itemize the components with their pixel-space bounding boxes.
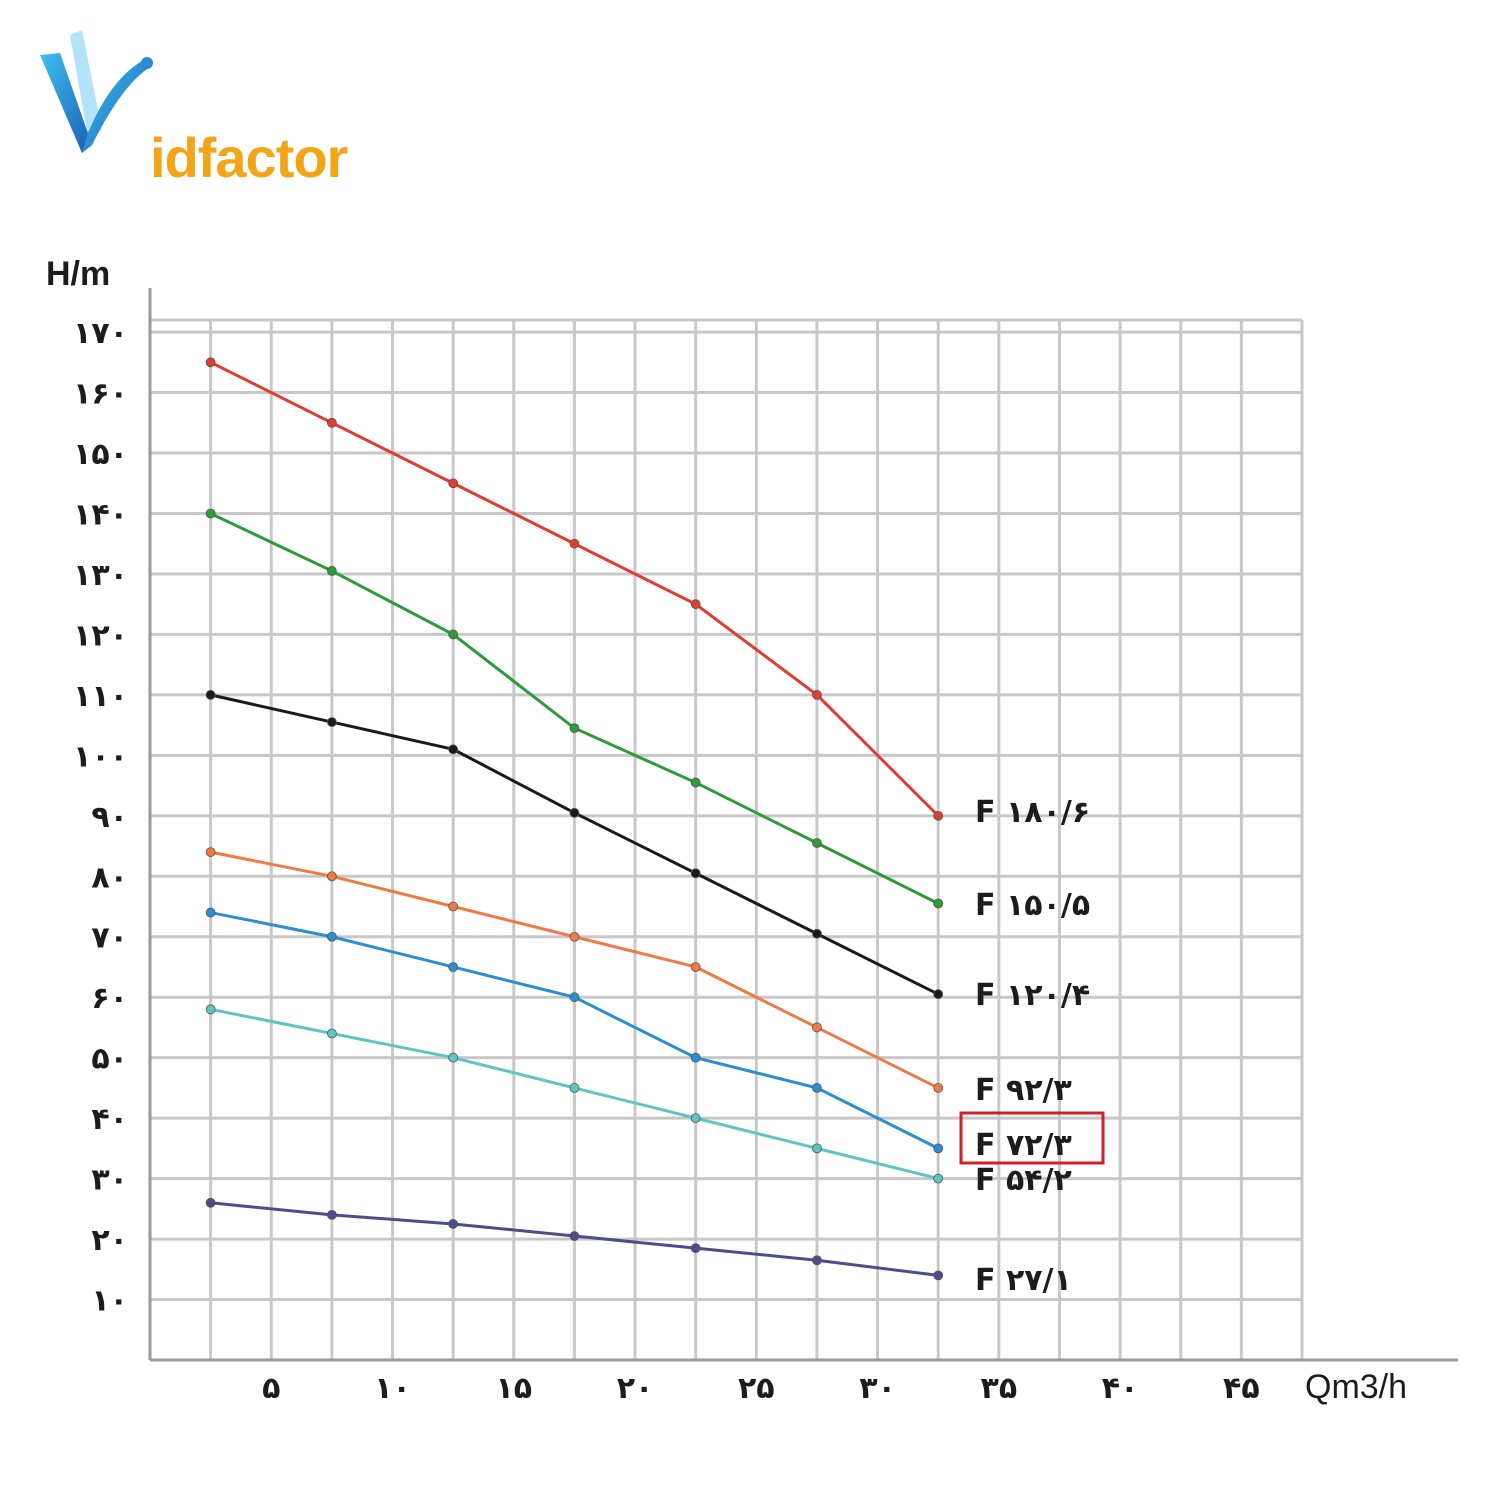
data-point <box>205 508 216 519</box>
highlight-box <box>959 1111 1105 1165</box>
y-tick-label: ۱۴۰ <box>73 497 128 532</box>
data-point <box>448 1052 459 1063</box>
series-label: F ۱۸۰/۶ <box>975 795 1090 830</box>
data-point <box>690 1052 701 1063</box>
series-label: F ۱۵۰/۵ <box>975 888 1090 923</box>
y-tick-label: ۱۲۰ <box>73 618 128 653</box>
y-tick-label: ۶۰ <box>91 981 128 1016</box>
data-point <box>205 907 216 918</box>
data-point <box>448 962 459 972</box>
data-point <box>690 962 701 972</box>
data-point <box>205 1197 216 1208</box>
data-point <box>812 928 822 939</box>
data-point <box>448 744 459 755</box>
data-point <box>326 931 337 942</box>
data-point <box>205 1004 216 1015</box>
y-tick-label: ۱۰ <box>91 1284 128 1319</box>
data-point <box>690 599 701 610</box>
series-label: F ۱۲۰/۴ <box>975 978 1090 1013</box>
data-point <box>205 689 216 700</box>
x-tick-label: ۱۵ <box>495 1371 532 1406</box>
data-point <box>690 777 701 788</box>
data-point <box>448 629 459 640</box>
x-tick-label: ۳۰ <box>859 1371 896 1406</box>
data-point <box>933 1143 944 1154</box>
data-point <box>569 992 580 1003</box>
series-label: F ۲۷/۱ <box>975 1263 1072 1298</box>
y-tick-label: ۷۰ <box>91 921 128 956</box>
data-point <box>933 1270 944 1281</box>
y-tick-label: ۱۳۰ <box>73 558 128 593</box>
data-point <box>205 847 216 857</box>
x-tick-label: ۴۰ <box>1102 1371 1139 1406</box>
y-tick-label: ۱۵۰ <box>73 437 128 472</box>
series-label: F ۵۴/۲ <box>975 1163 1072 1198</box>
data-point <box>326 871 337 882</box>
logo-text: idfactor <box>150 126 348 189</box>
data-point <box>448 478 459 489</box>
data-point <box>690 1243 701 1254</box>
data-point <box>812 689 822 700</box>
y-tick-label: ۱۰۰ <box>73 739 128 774</box>
x-tick-label: ۴۵ <box>1223 1371 1260 1406</box>
data-point <box>569 538 580 549</box>
x-tick-label: ۱۰ <box>374 1371 411 1406</box>
data-point <box>326 1028 337 1039</box>
chart-series <box>205 357 944 1281</box>
data-point <box>569 807 580 818</box>
series-label: F ۷۲/۳ <box>975 1128 1072 1163</box>
data-point <box>812 1083 822 1093</box>
chart-labels: ۱۰ ۲۰ ۳۰ ۴۰ ۵۰ ۶۰ ۷۰ ۸۰ ۹۰ ۱۰۰ ۱۱۰ ۱۲۰ ۱۳۰ ۱۴۰ ۱۵۰ ۱۶۰ ۱… <box>46 255 1407 1406</box>
y-tick-label: ۴۰ <box>91 1102 128 1137</box>
vidfactor-logo: idfactor <box>30 25 390 189</box>
data-point <box>569 1231 580 1241</box>
data-point <box>569 931 580 942</box>
data-point <box>326 1209 337 1220</box>
data-point <box>205 357 216 368</box>
logo-mark-icon <box>40 30 153 153</box>
x-tick-label: ۲۰ <box>617 1371 654 1406</box>
series-label: F ۹۲/۳ <box>975 1073 1072 1108</box>
data-point <box>326 717 337 727</box>
data-point <box>933 898 944 909</box>
data-point <box>933 989 944 1000</box>
y-tick-label: ۱۶۰ <box>73 377 128 412</box>
data-point <box>326 417 337 428</box>
y-tick-label: ۹۰ <box>91 800 128 835</box>
data-point <box>448 901 459 912</box>
y-tick-label: ۱۷۰ <box>73 316 128 351</box>
data-point <box>812 838 822 848</box>
data-point <box>933 810 944 821</box>
x-tick-label: ۲۵ <box>738 1371 775 1406</box>
chart-axes <box>148 288 1458 1362</box>
data-point <box>690 1113 701 1124</box>
data-point <box>569 1083 580 1093</box>
x-tick-label: ۵ <box>262 1371 280 1406</box>
x-tick-label: ۳۵ <box>981 1371 1018 1406</box>
data-point <box>933 1173 944 1184</box>
y-tick-label: ۵۰ <box>91 1042 128 1077</box>
y-tick-label: ۸۰ <box>91 860 128 895</box>
x-axis-title: Qm3/h <box>1305 1368 1407 1406</box>
y-tick-label: ۱۱۰ <box>73 679 128 714</box>
data-point <box>569 723 580 734</box>
data-point <box>933 1083 944 1093</box>
data-point <box>812 1022 822 1033</box>
data-point <box>812 1143 822 1154</box>
data-point <box>448 1219 459 1229</box>
chart-grid <box>150 318 1304 1360</box>
data-point <box>326 566 337 576</box>
y-axis-title: H/m <box>46 255 110 293</box>
data-point <box>690 868 701 879</box>
y-tick-label: ۳۰ <box>91 1163 128 1198</box>
data-point <box>812 1255 822 1266</box>
y-tick-label: ۲۰ <box>91 1223 128 1258</box>
